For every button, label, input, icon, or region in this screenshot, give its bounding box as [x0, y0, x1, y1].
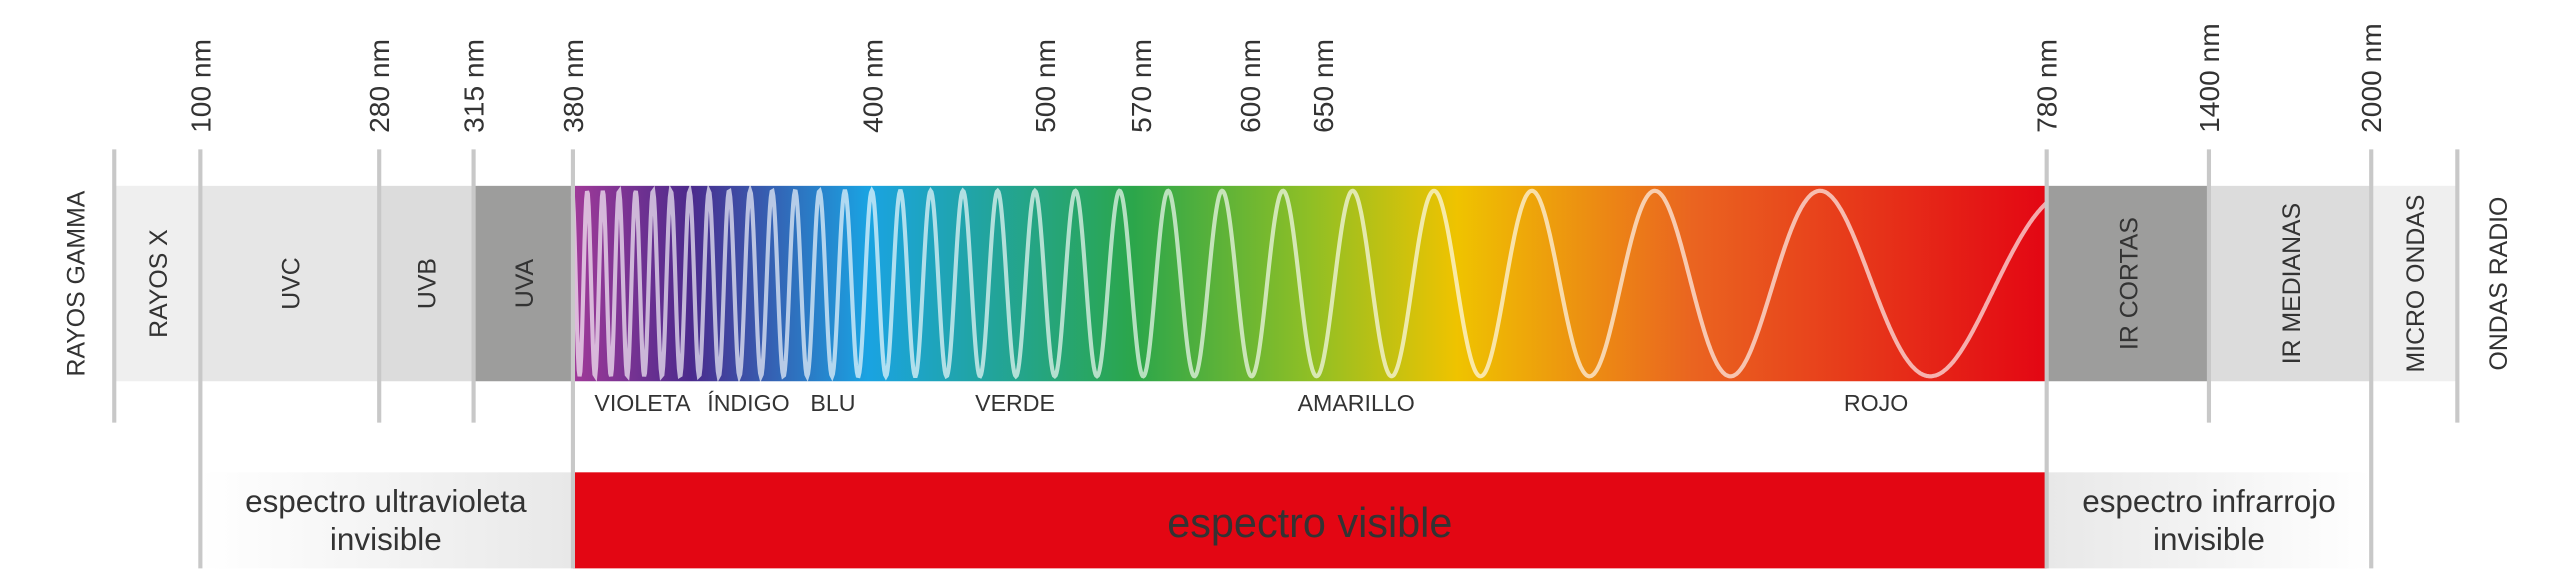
wavelength-label: 100 nm	[185, 39, 216, 133]
color-label: VIOLETA	[594, 390, 691, 416]
band-uva	[473, 185, 573, 382]
wavelength-label: 400 nm	[858, 39, 889, 133]
spectrum-label: espectro ultravioleta	[245, 484, 527, 519]
wavelength-label: 500 nm	[1030, 39, 1061, 133]
wavelength-label: 1400 nm	[2194, 23, 2225, 133]
region-label: IR MEDIANAS	[2279, 203, 2306, 364]
band-ir-mid	[2208, 185, 2372, 382]
region-label: RAYOS GAMMA	[63, 190, 90, 376]
color-label: BLU	[810, 390, 855, 416]
wavelength-label: 2000 nm	[2356, 23, 2387, 133]
wavelength-label: 315 nm	[459, 39, 490, 133]
spectrum-label: invisible	[330, 522, 442, 557]
wave	[570, 183, 2048, 384]
band-ir-short	[2046, 185, 2209, 382]
region-label: RAYOS X	[146, 229, 173, 338]
wavelength-label: 380 nm	[558, 39, 589, 133]
band-x	[114, 185, 201, 382]
band-uvb	[379, 185, 474, 382]
region-label: MICRO ONDAS	[2403, 195, 2430, 373]
band-uvc	[200, 185, 380, 382]
color-label: ROJO	[1844, 390, 1908, 416]
region-label: ONDAS RADIO	[2486, 197, 2513, 371]
uv-box	[200, 472, 573, 569]
spectrum-label: invisible	[2153, 522, 2265, 557]
wavelength-label: 280 nm	[364, 39, 395, 133]
wavelength-label: 650 nm	[1308, 39, 1339, 133]
wavelength-label: 600 nm	[1235, 39, 1266, 133]
wavelength-label: 780 nm	[2032, 39, 2063, 133]
ir-box	[2046, 472, 2372, 569]
region-label: UVC	[279, 257, 306, 309]
region-label: IR CORTAS	[2117, 217, 2144, 350]
region-label: UVA	[512, 259, 539, 309]
spectrum-label: espectro infrarrojo	[2082, 484, 2335, 519]
visible-box	[572, 472, 2047, 569]
spectrum-label: espectro visible	[1167, 500, 1452, 546]
color-label: AMARILLO	[1298, 390, 1415, 416]
wavelength-label: 570 nm	[1126, 39, 1157, 133]
color-label: VERDE	[975, 390, 1055, 416]
color-label: ÍNDIGO	[707, 390, 789, 416]
region-label: UVB	[414, 258, 441, 309]
band-micro	[2371, 185, 2458, 382]
